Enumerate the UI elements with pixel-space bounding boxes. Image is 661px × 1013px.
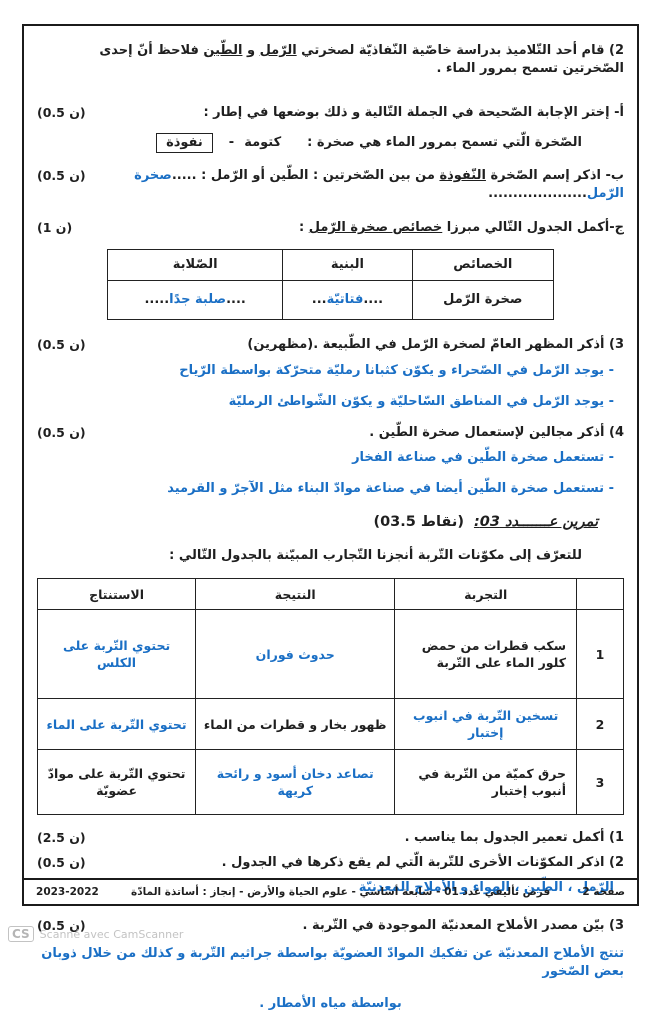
- question-4-answer-1: - تستعمل صخرة الطّين في صناعة الفخار: [352, 450, 614, 466]
- header-experiment: التجربة: [394, 578, 577, 611]
- part-a-score: (0.5 ن): [37, 105, 86, 121]
- part-b-label: ب- اذكر إسم الصّخرة النّفوذة من بين الصّ…: [134, 167, 624, 201]
- row-number: 3: [576, 749, 624, 816]
- hardness-answer-cell: ....صلبة جدًا.....: [106, 280, 284, 321]
- experiment-row-2: 2 تسخين التّربة في انبوب إختبار ظهور بخا…: [36, 698, 624, 751]
- exercise-3-q1-row: 1) أكمل تعمير الجدول بما يناسب . (2.5 ن): [37, 829, 624, 847]
- exercise-3-q1-label: 1) أكمل تعمير الجدول بما يناسب .: [404, 830, 624, 846]
- exercise-3-q3-answer-line-1: تنتج الأملاح المعدنيّة عن تفكيك الموادّ …: [41, 946, 624, 980]
- footer-school-year: 2023-2022: [36, 885, 99, 898]
- table-header-row: التجربة النتيجة الاستنتاج: [36, 578, 624, 611]
- footer-page-number: صفحة 2: [582, 885, 625, 898]
- row-label-sand-rock: صخرة الرّمل: [411, 280, 555, 321]
- question-3-answer-2: - يوجد الرّمل في المناطق السّاحليّة و يك…: [228, 393, 614, 409]
- part-b-score: (0.5 ن): [37, 167, 86, 183]
- structure-answer-cell: ....فتاتيّة...: [282, 280, 413, 321]
- header-number-cell: [576, 578, 624, 611]
- underlined-phrase-characteristics: خصائص صخرة الرّمل: [308, 220, 443, 236]
- question-3-row: 3) أذكر المظهر العامّ لصخرة الرّمل في ال…: [37, 336, 624, 354]
- header-structure: البنية: [282, 249, 413, 282]
- result-cell: ظهور بخار و قطرات من الماء: [195, 698, 396, 751]
- part-c-label: ج-أكمل الجدول التّالي مبرزا خصائص صخرة ا…: [299, 220, 624, 236]
- framed-answer-permeable: نفوذة: [156, 132, 213, 153]
- conclusion-cell: تحتوي التّربة على الكلس: [36, 609, 197, 700]
- exercise-3-q2-label: 2) اذكر المكوّنات الأخرى للتّربة الّتي ل…: [221, 854, 624, 870]
- experiment-cell: سكب قطرات من حمض كلور الماء على التّربة: [394, 609, 577, 700]
- exercise-3-q2-row: 2) اذكر المكوّنات الأخرى للتّربة الّتي ل…: [37, 854, 624, 872]
- part-a-label: أ- إختر الإجابة الصّحيحة في الجملة التّا…: [203, 105, 624, 121]
- question-2-number: 2): [609, 43, 624, 58]
- question-3-score: (0.5 ن): [37, 337, 86, 353]
- exercise-3-title-text: تمرين عـــــــدد 03:: [473, 514, 598, 531]
- option-separator: -: [228, 134, 235, 150]
- result-cell: حدوث فوران: [195, 609, 396, 700]
- camscanner-logo-icon: CS: [8, 926, 34, 942]
- page-footer: صفحة 2 فرض تأليفي عدد 01 - سابعة أساسي -…: [24, 878, 637, 904]
- question-4-score: (0.5 ن): [37, 424, 86, 440]
- exercise-3-points: (03.5 نقاط): [373, 514, 464, 531]
- exam-page-frame: 2) قام أحد التّلاميذ بدراسة خاصّية النّف…: [22, 24, 639, 1011]
- exercise-3-q3-score: (0.5 ن): [37, 917, 86, 933]
- experiment-cell: حرق كميّة من التّربة في أنبوب إختبار: [394, 749, 577, 816]
- soil-experiments-table: التجربة النتيجة الاستنتاج 1 سكب قطرات من…: [36, 578, 624, 816]
- table-row: صخرة الرّمل ....فتاتيّة... ....صلبة جدًا…: [106, 280, 555, 321]
- experiment-cell: تسخين التّربة في انبوب إختبار: [394, 698, 577, 751]
- row-number: 2: [576, 698, 624, 751]
- question-4-row: 4) أذكر مجالين لإستعمال صخرة الطّين . (0…: [37, 424, 624, 442]
- option-impermeable: كتومة: [244, 134, 282, 150]
- camscanner-watermark-text: Scanné avec CamScanner: [39, 927, 184, 941]
- row-number: 1: [576, 609, 624, 700]
- conclusion-cell: تحتوي التّربة على موادّ عضويّة: [36, 749, 197, 816]
- experiment-row-3: 3 حرق كميّة من التّربة في أنبوب إختبار ت…: [36, 749, 624, 816]
- experiment-row-1: 1 سكب قطرات من حمض كلور الماء على التّرب…: [36, 609, 624, 700]
- underlined-word-permeable: النّفوذة: [439, 167, 486, 183]
- part-b-row: ب- اذكر إسم الصّخرة النّفوذة من بين الصّ…: [37, 167, 624, 203]
- question-3-label: 3) أذكر المظهر العامّ لصخرة الرّمل في ال…: [247, 337, 624, 353]
- part-b-answer: صخرة الرّمل: [134, 167, 624, 201]
- exercise-3-intro: للتعرّف إلى مكوّنات التّربة أنجزنا التّج…: [169, 548, 582, 564]
- header-characteristics: الخصائص: [411, 249, 555, 282]
- part-c-score: (1 ن): [37, 220, 73, 236]
- dots: ....................: [488, 185, 587, 201]
- question-4-answer-2: - تستعمل صخرة الطّين أيضا في صناعة موادّ…: [167, 481, 614, 497]
- exercise-3-q2-answer: الرّمل ، الطّين ، الهواء و الأملاح المعد…: [358, 879, 614, 895]
- part-a-sentence: الصّخرة الّتي تسمح بمرور الماء هي صخرة :…: [37, 132, 624, 153]
- exercise-3-q3-answer-line-2: بواسطة مياه الأمطار .: [259, 995, 402, 1011]
- header-conclusion: الاستنتاج: [36, 578, 197, 611]
- exercise-3-q1-score: (2.5 ن): [37, 830, 86, 846]
- question-2-intro: 2) قام أحد التّلاميذ بدراسة خاصّية النّف…: [99, 43, 624, 77]
- footer-exam-info: فرض تأليفي عدد 01 - سابعة أساسي - علوم ا…: [131, 885, 551, 898]
- question-3-answer-1: - يوجد الرّمل في الصّحراء و يكوّن كثبانا…: [179, 362, 614, 378]
- dots: .....: [171, 167, 197, 183]
- result-cell: تصاعد دخان أسود و رائحة كريهة: [195, 749, 396, 816]
- question-4-label: 4) أذكر مجالين لإستعمال صخرة الطّين .: [369, 424, 624, 440]
- exercise-3-q3-row: 3) بيّن مصدر الأملاح المعدنيّة الموجودة …: [37, 917, 624, 935]
- camscanner-watermark: CS Scanné avec CamScanner: [8, 926, 183, 942]
- conclusion-cell: تحتوي التّربة على الماء: [36, 698, 197, 751]
- part-a-row: أ- إختر الإجابة الصّحيحة في الجملة التّا…: [37, 104, 624, 122]
- part-c-row: ج-أكمل الجدول التّالي مبرزا خصائص صخرة ا…: [37, 219, 624, 237]
- exercise-3-q3-label: 3) بيّن مصدر الأملاح المعدنيّة الموجودة …: [302, 917, 625, 933]
- underlined-word-sand: الرّمل: [259, 43, 297, 58]
- header-hardness: الصّلابة: [106, 249, 284, 282]
- table-header-row: الخصائص البنية الصّلابة: [106, 249, 555, 282]
- exercise-3-q2-score: (0.5 ن): [37, 854, 86, 870]
- sand-rock-characteristics-table: الخصائص البنية الصّلابة صخرة الرّمل ....…: [106, 249, 555, 321]
- header-result: النتيجة: [195, 578, 396, 611]
- underlined-word-clay: الطّين: [203, 43, 243, 58]
- exercise-3-title: تمرين عـــــــدد 03: (03.5 نقاط): [37, 512, 624, 532]
